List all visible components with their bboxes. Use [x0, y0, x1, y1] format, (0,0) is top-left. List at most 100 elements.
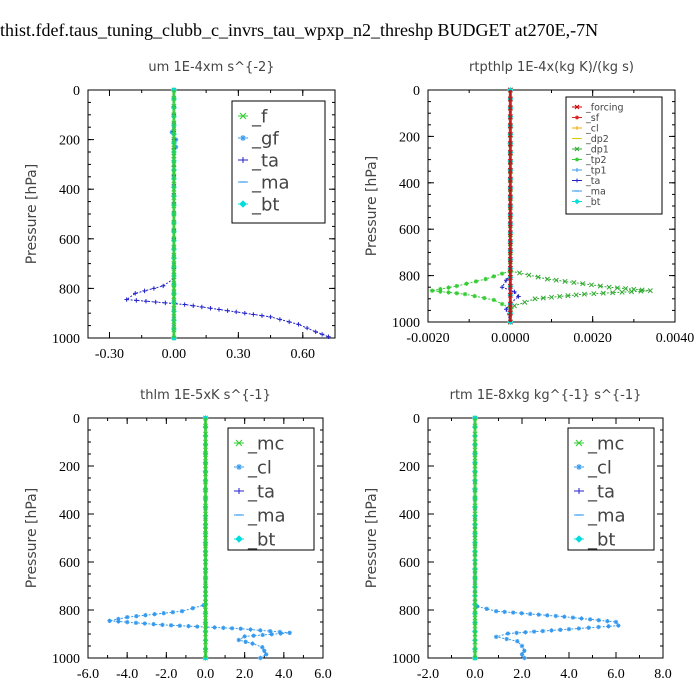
- data-point: [600, 290, 606, 296]
- legend-box: [567, 427, 655, 551]
- data-point: [557, 293, 563, 300]
- x-tick-label: 8.0: [654, 667, 672, 682]
- data-point: [522, 655, 527, 661]
- data-point: [519, 611, 524, 616]
- data-point: [212, 625, 217, 630]
- data-point: [258, 655, 263, 661]
- x-tick-label: 0.0000: [491, 331, 530, 346]
- data-point: [562, 278, 568, 284]
- data-point: [483, 276, 488, 282]
- data-point: [186, 623, 191, 629]
- legend-box: [231, 100, 326, 224]
- legend: _mc _cl _ta _ma _bt: [567, 427, 655, 551]
- y-tick-label: 200: [399, 130, 420, 145]
- legend-label: _forcing: [585, 102, 624, 113]
- x-tick-label: -0.0020: [406, 331, 449, 346]
- x-tick-label: 0.0020: [573, 331, 612, 346]
- y-tick-label: 800: [59, 282, 80, 297]
- data-point: [199, 304, 205, 310]
- data-point: [504, 278, 509, 283]
- y-tick-label: 600: [399, 556, 420, 571]
- data-point: [519, 643, 525, 649]
- chart-panel-3: thlm 1E-5xK s^{-1} Pressure [hPa] 0 200 400 6…: [24, 388, 332, 682]
- legend-marker: [236, 488, 242, 494]
- legend-label: _cl: [587, 457, 612, 478]
- data-point: [519, 652, 525, 657]
- data-point: [597, 283, 603, 289]
- legend-marker: [574, 198, 580, 205]
- legend-marker: [240, 157, 246, 163]
- legend-marker: [236, 464, 242, 470]
- data-point: [522, 299, 528, 305]
- legend-marker: [574, 104, 580, 110]
- x-tick-label: 0.0: [197, 667, 215, 682]
- x-tick-label: 4.0: [560, 667, 578, 682]
- data-point: [107, 618, 112, 623]
- data-point: [260, 632, 265, 638]
- data-point: [614, 285, 620, 291]
- data-point: [573, 292, 579, 298]
- data-point: [619, 289, 625, 295]
- data-point: [269, 632, 274, 637]
- data-point: [190, 606, 195, 611]
- legend-label: _bt: [251, 194, 279, 215]
- legend-label: _ma: [587, 505, 626, 526]
- x-tick-label: 2.0: [236, 667, 254, 682]
- data-point: [638, 288, 644, 294]
- data-point: [191, 303, 196, 308]
- legend-marker: [575, 535, 583, 543]
- series-line: [109, 418, 290, 659]
- data-point: [532, 296, 538, 302]
- data-point: [475, 604, 480, 609]
- data-point: [161, 611, 166, 616]
- data-point: [258, 628, 263, 633]
- y-tick-label: 0: [73, 84, 80, 99]
- data-point: [259, 313, 265, 318]
- x-tick-label: 4.0: [275, 667, 293, 682]
- data-point: [610, 290, 616, 296]
- legend-marker: [575, 439, 583, 447]
- data-point: [517, 270, 523, 276]
- data-point: [581, 291, 587, 297]
- data-point: [142, 621, 147, 626]
- data-point: [596, 624, 601, 630]
- chart-title: rtpthlp 1E-4x(kg K)/(kg s): [469, 60, 634, 75]
- x-tick-label: 6.0: [607, 667, 625, 682]
- data-point: [605, 618, 610, 624]
- chart-panel-1: um 1E-4xm s^{-2} Pressure [hPa] 0 200 400 600…: [24, 60, 336, 362]
- data-point: [216, 307, 222, 312]
- data-point: [313, 329, 318, 334]
- legend-label: _ta: [251, 150, 279, 171]
- data-point: [499, 285, 505, 290]
- data-point: [116, 616, 121, 622]
- legend-label: _bt: [247, 529, 275, 550]
- data-point: [446, 285, 451, 290]
- legend-label: _tp2: [585, 155, 607, 166]
- legend-box: [227, 427, 315, 551]
- y-tick-label: 600: [399, 223, 420, 238]
- data-point: [493, 609, 499, 614]
- x-tick-label: 0.30: [226, 347, 251, 362]
- legend-marker: [576, 488, 582, 494]
- data-point: [296, 322, 301, 327]
- x-tick-label: -4.0: [116, 667, 138, 682]
- page-title: thist.fdef.taus_tuning_clubb_c_invrs_tau…: [0, 20, 599, 40]
- y-tick-label: 0: [73, 412, 80, 427]
- x-tick-label: 0.0: [466, 667, 484, 682]
- data-point: [177, 623, 183, 628]
- data-point: [462, 291, 468, 297]
- y-tick-label: 400: [59, 508, 80, 523]
- legend-label: _tp1: [585, 165, 607, 176]
- data-point: [548, 294, 555, 300]
- y-tick-label: 1000: [392, 316, 420, 331]
- legend-marker: [575, 157, 579, 162]
- y-tick-label: 1000: [52, 652, 80, 667]
- data-point: [142, 288, 147, 294]
- legend-label: _mc: [247, 433, 284, 454]
- data-point: [482, 295, 487, 301]
- data-point: [562, 614, 567, 619]
- data-point: [262, 648, 267, 653]
- data-point: [499, 301, 505, 307]
- data-point: [234, 309, 239, 315]
- x-tick-label: -2.0: [417, 667, 439, 682]
